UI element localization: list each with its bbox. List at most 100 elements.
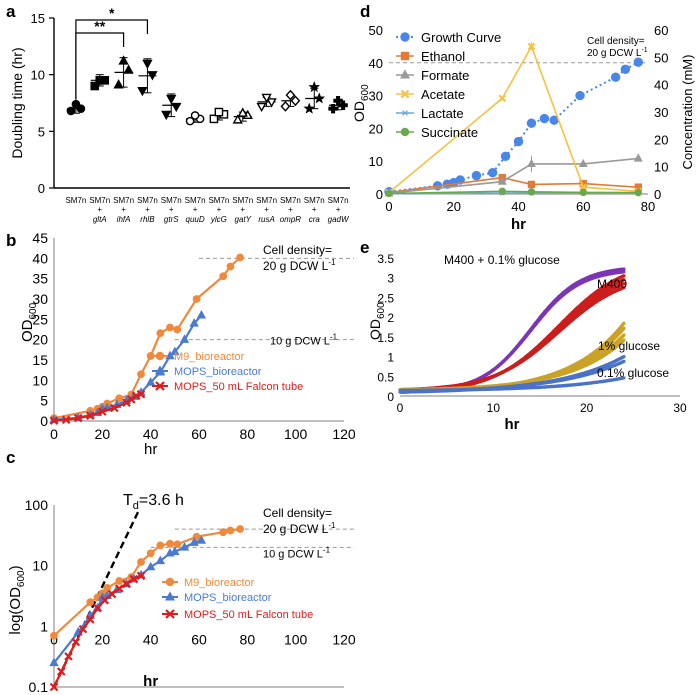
panel-e-data-point (599, 271, 603, 275)
panel-e-data-point (613, 336, 617, 340)
panel-b-reference-label-2-exp: -1 (330, 333, 338, 342)
panel-a-data-point (185, 116, 195, 126)
panel-e-data-point (571, 369, 575, 373)
panel-e-data-point (473, 380, 477, 384)
panel-e-series-label: M400 (597, 277, 627, 291)
panel-c-data-point (156, 541, 165, 550)
panel-a-data-point (214, 107, 224, 117)
panel-e-data-point (571, 315, 575, 319)
panel-letter-e: e (360, 238, 369, 257)
panel-e-data-point (543, 312, 547, 315)
panel-d-x-tick-label: 20 (447, 199, 461, 214)
panel-d-data-point (471, 170, 482, 181)
panel-c-data-point (93, 603, 102, 613)
panel-d-reference-sublabel-exp: -1 (641, 47, 647, 54)
panel-d-x-axis-label: hr (511, 216, 526, 233)
panel-b-data-point (122, 398, 131, 407)
panel-a-data-point (290, 95, 301, 107)
panel-d-y2-tick-label: 50 (654, 50, 668, 65)
panel-e-data-point (608, 292, 612, 296)
panel-e-data-point (403, 389, 407, 392)
panel-d-data-point (610, 72, 621, 82)
panel-e-data-point (561, 378, 565, 382)
panel-e-data-point (603, 284, 607, 288)
panel-e-data-point (454, 388, 458, 392)
panel-e-data-point (613, 346, 617, 350)
panel-b-data-point (170, 346, 180, 356)
panel-e-data-point (482, 387, 486, 391)
panel-c-legend-label: MOPS_50 mL Falcon tube (184, 609, 313, 621)
panel-e-data-point (603, 341, 607, 345)
panel-c-y-tick-label: 10 (32, 558, 48, 574)
panel-e-data-point (496, 384, 500, 387)
panel-e-data-point (566, 320, 570, 323)
panel-e-data-point (571, 365, 575, 369)
panel-e-data-point (519, 360, 523, 364)
panel-c-x-axis-label: hr (143, 673, 158, 690)
panel-d-y2-tick-label: 30 (654, 105, 668, 120)
panel-b-y-axis-label-base: OD (19, 319, 36, 342)
panel-a-y-axis-label: Doubling time (hr) (9, 47, 25, 158)
panel-b-y-axis-label-sub: 600 (28, 302, 39, 319)
panel-e-data-point (613, 342, 617, 346)
panel-e-data-point (617, 276, 621, 280)
panel-e-data-point (491, 374, 495, 378)
panel-e-data-point (575, 309, 579, 312)
panel-e-data-point (515, 363, 519, 367)
panel-d-y-tick-label: 30 (369, 89, 383, 104)
panel-a-x-tick-gene: gtrS (164, 215, 179, 224)
panel-b-legend-label: MOPS_50 mL Falcon tube (174, 381, 303, 393)
panel-e-data-point (515, 346, 519, 349)
panel-b-data-point (219, 272, 228, 281)
panel-e-data-point (603, 379, 607, 383)
panel-e-data-point (613, 378, 617, 381)
panel-b-y-tick-label: 0 (40, 413, 48, 429)
panel-c-data-point (136, 571, 146, 581)
panel-e-data-point (594, 300, 598, 304)
panel-b-data-point (145, 377, 156, 386)
panel-e-data-point (482, 385, 486, 388)
panel-c-data-point (114, 584, 124, 593)
panel-e-data-point (599, 287, 603, 291)
panel-d-data-point (527, 180, 536, 189)
panel-d-data-point (513, 136, 524, 147)
panel-e-data-point (505, 356, 509, 360)
panel-e-data-point (608, 346, 612, 350)
panel-e-data-point (622, 270, 626, 274)
panel-a-x-tick-plus: + (193, 205, 198, 214)
panel-c-data-point (56, 667, 66, 676)
panel-e-data-point (547, 338, 551, 342)
panel-d-legend-marker (399, 69, 411, 79)
panel-d-reference-sublabel: 20 g DCW L-1 (587, 47, 648, 59)
panel-e-data-point (617, 280, 621, 284)
panel-b-data-point (61, 415, 71, 425)
panel-e-data-point (426, 388, 430, 392)
panel-e-data-point (622, 282, 626, 286)
panel-e-data-point (575, 283, 579, 287)
panel-d-legend-marker (400, 127, 410, 137)
panel-e-data-point (575, 367, 579, 371)
panel-e-data-point (594, 380, 598, 384)
panel-a-x-tick-label: SM7n (161, 196, 182, 205)
panel-e-data-point (622, 359, 626, 363)
panel-e-data-point (622, 274, 626, 278)
panel-e-data-point (585, 304, 589, 307)
panel-d-y-tick-label: 0 (376, 187, 383, 202)
panel-c-x-tick-label: 40 (143, 631, 159, 647)
panel-d-data-point (498, 187, 507, 195)
panel-e-data-point (594, 290, 598, 294)
panel-e-data-point (589, 297, 593, 301)
panel-e-data-point (510, 382, 514, 386)
panel-e-data-point (580, 365, 584, 369)
panel-e-data-point (566, 370, 570, 374)
panel-c-data-point (146, 549, 155, 558)
panel-e-data-point (533, 386, 537, 389)
panel-c-data-point (155, 555, 166, 565)
panel-e-data-point (594, 297, 598, 301)
panel-e-data-point (622, 278, 626, 282)
panel-b-data-point (49, 416, 59, 425)
panel-d-data-point (527, 188, 536, 196)
panel-a-data-point (313, 92, 326, 104)
panel-e-data-point (622, 321, 626, 325)
panel-e-data-point (529, 353, 533, 357)
